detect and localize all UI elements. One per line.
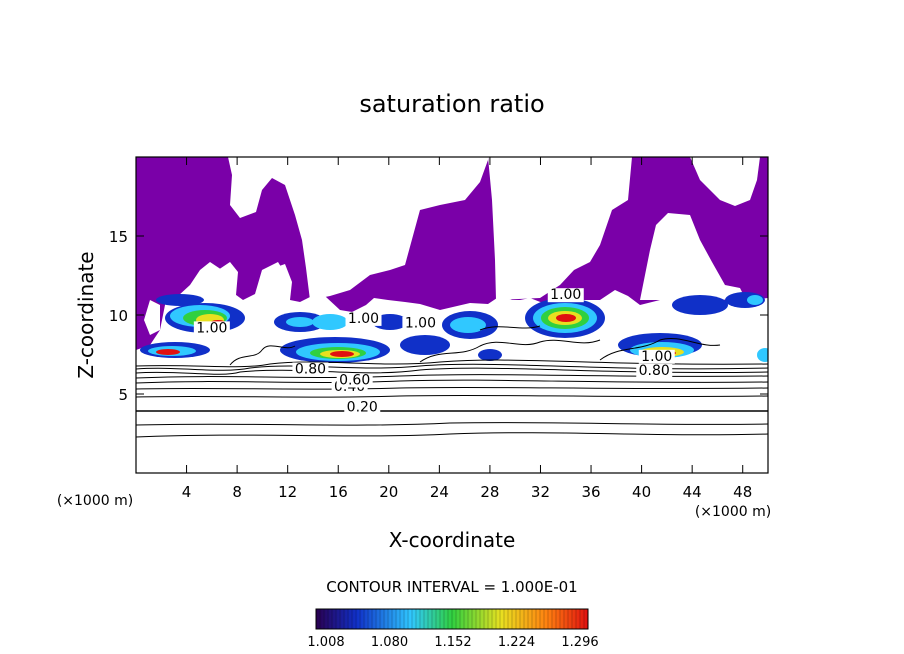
contour-label-bg	[547, 288, 584, 303]
x-tick-label: 20	[379, 483, 398, 501]
contour-label-bg	[636, 364, 673, 379]
saturation-field: 0.200.400.600.800.801.001.001.001.001.00	[136, 157, 768, 473]
x-tick-label: 44	[683, 483, 702, 501]
contour-labels: 0.200.400.600.800.801.001.001.001.001.00	[193, 287, 675, 415]
contour-label: 0.80	[295, 361, 326, 377]
clear-region	[144, 300, 160, 335]
contour-label: 1.00	[348, 311, 379, 327]
x-tick-label: 16	[329, 483, 348, 501]
y-tick-label: 15	[109, 228, 128, 246]
y-axis: 5 10 15	[109, 228, 768, 404]
colorbar-ticks: 1.008 1.080 1.152 1.224 1.296	[307, 635, 598, 650]
contour-label: 1.00	[641, 349, 672, 365]
x-unit-label: (×1000 m)	[695, 504, 771, 520]
x-tick-label: 40	[632, 483, 651, 501]
colorbar-stripes	[315, 609, 589, 629]
y-tick-label: 5	[118, 386, 128, 404]
x-tick-label: 48	[733, 483, 752, 501]
colorbar-tick-label: 1.152	[434, 635, 471, 650]
contour-label-bg	[402, 316, 439, 331]
clear-region	[205, 262, 238, 295]
x-tick-label: 24	[430, 483, 449, 501]
contour-label: 0.80	[639, 363, 670, 379]
y-axis-label: Z-coordinate	[74, 251, 98, 378]
colorbar-tick-label: 1.224	[498, 635, 535, 650]
x-axis: 4 8 12 16 20 24 28 32 36 40 44 48	[182, 157, 752, 501]
contour-label-bg	[638, 349, 675, 364]
x-axis-label: X-coordinate	[389, 528, 516, 552]
contour-label-bg	[292, 362, 329, 377]
clear-lower	[136, 360, 768, 473]
x-tick-label: 12	[278, 483, 297, 501]
contour-label: 1.00	[550, 287, 581, 303]
contour-label: 1.00	[196, 320, 227, 336]
x-tick-label: 28	[480, 483, 499, 501]
contour-label: 1.00	[405, 316, 436, 332]
x-tick-label: 4	[182, 483, 192, 501]
contour-label-bg	[193, 321, 230, 336]
y-tick-label: 10	[109, 307, 128, 325]
clear-region	[228, 157, 488, 300]
contour-interval-label: CONTOUR INTERVAL = 1.000E-01	[326, 578, 577, 596]
x-tick-label: 8	[232, 483, 242, 501]
x-tick-label: 32	[531, 483, 550, 501]
contour-label-bg	[344, 400, 381, 415]
colorbar-tick-label: 1.080	[371, 635, 408, 650]
contour-label-bg	[336, 373, 373, 388]
colorbar-tick-label: 1.296	[561, 635, 598, 650]
colorbar	[315, 608, 589, 630]
contour-label: 0.60	[339, 373, 370, 389]
clear-region	[262, 264, 292, 300]
contour-lines	[136, 325, 768, 438]
contour-label-bg	[345, 311, 382, 326]
y-unit-label: (×1000 m)	[57, 493, 133, 509]
chart-title: saturation ratio	[359, 90, 544, 118]
clear-region	[488, 157, 632, 300]
x-tick-label: 36	[581, 483, 600, 501]
clear-region	[690, 157, 760, 206]
colorbar-tick-label: 1.008	[307, 635, 344, 650]
contour-label: 0.20	[347, 399, 378, 415]
clear-region	[640, 213, 745, 300]
